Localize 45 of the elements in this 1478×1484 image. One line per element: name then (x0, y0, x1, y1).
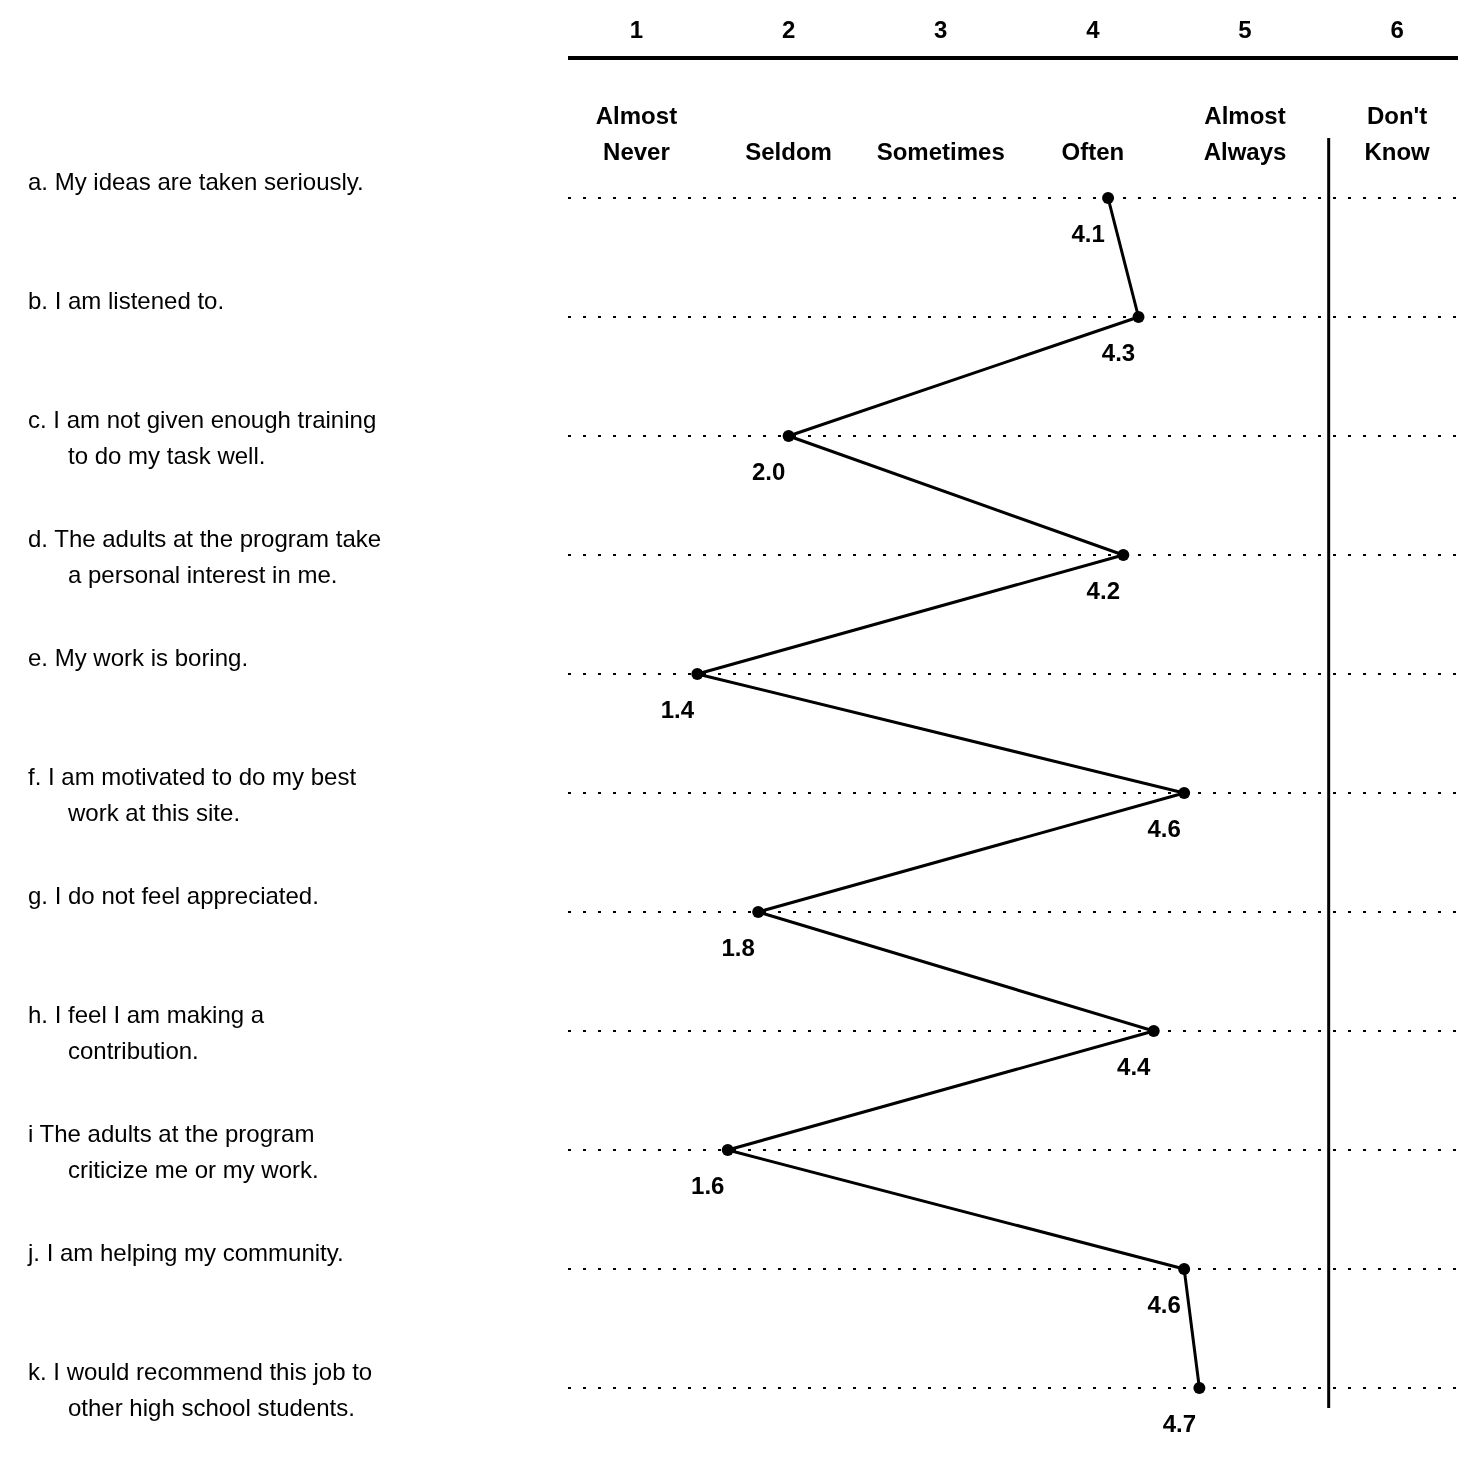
y-tick-label: a. My ideas are taken seriously. (28, 168, 364, 195)
point (752, 906, 765, 918)
point (1147, 1025, 1160, 1037)
point (721, 1144, 734, 1156)
y-tick-label: b. I am listened to. (28, 287, 225, 314)
annotation: Almost Always (1203, 102, 1287, 165)
x-tick-label: 4 (1086, 16, 1101, 43)
point (1178, 787, 1191, 799)
point (1178, 1263, 1191, 1275)
point (782, 430, 795, 442)
annotation: Often (1061, 138, 1125, 165)
y-tick-label: e. My work is boring. (28, 644, 249, 671)
annotation: Don't Know (1364, 102, 1431, 165)
y-tick-label: i The adults at the program criticize me or my work. (28, 1120, 319, 1183)
y-tick-label: j. I am helping my community. (27, 1239, 344, 1266)
text: 1.8 (721, 934, 755, 961)
point (691, 668, 704, 680)
text: 4.1 (1071, 220, 1105, 247)
text: 4.2 (1086, 577, 1120, 604)
x-tick-label: 2 (781, 16, 796, 43)
y-tick-label: h. I feel I am making a contribution. (28, 1001, 265, 1064)
y-tick-label: d. The adults at the program take a personal interest in me. (28, 525, 382, 588)
point (1117, 549, 1130, 561)
annotation: Sometimes (876, 138, 1005, 165)
point (1132, 311, 1145, 323)
text: 1.6 (691, 1172, 725, 1199)
y-tick-label: k. I would recommend this job to other high school students. (28, 1358, 373, 1421)
point (1193, 1382, 1206, 1394)
annotation: Seldom (745, 138, 832, 165)
y-tick-label: g. I do not feel appreciated. (28, 882, 319, 909)
point (1102, 192, 1115, 204)
x-tick-label: 6 (1390, 16, 1404, 43)
x-tick-label: 3 (934, 16, 948, 43)
text: 1.4 (660, 696, 694, 723)
x-tick-label: 1 (629, 16, 644, 43)
y-tick-label: f. I am motivated to do my best work at this site. (28, 763, 357, 826)
text: 4.3 (1101, 339, 1136, 366)
text: 2.0 (751, 458, 786, 485)
text: 4.7 (1162, 1410, 1197, 1437)
text: 4.6 (1147, 1291, 1181, 1318)
x-tick-label: 5 (1238, 16, 1252, 43)
y-tick-label: c. I am not given enough training to do my task well. (28, 406, 377, 469)
text: 4.4 (1117, 1053, 1151, 1080)
annotation: Almost Never (595, 102, 678, 165)
text: 4.6 (1147, 815, 1181, 842)
